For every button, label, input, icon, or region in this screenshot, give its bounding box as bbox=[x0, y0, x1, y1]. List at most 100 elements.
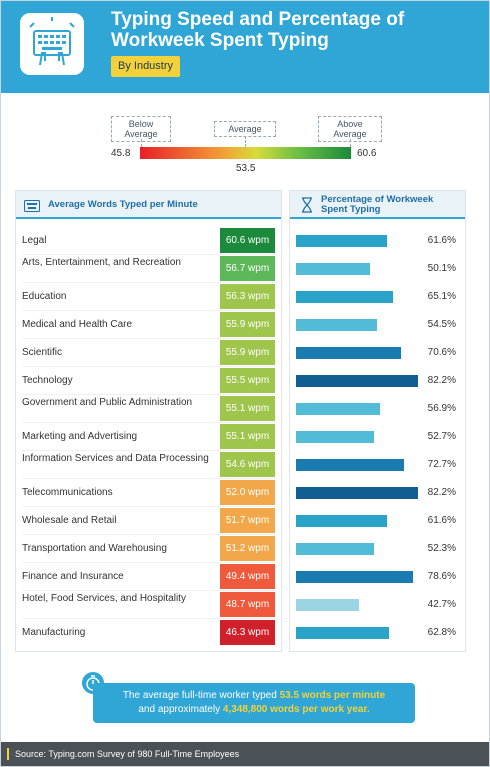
wpm-value-cell: 55.1 wpm bbox=[220, 424, 275, 449]
keyboard-hands-icon bbox=[20, 13, 84, 75]
industry-label: Wholesale and Retail bbox=[22, 515, 117, 526]
wpm-value-cell: 55.9 wpm bbox=[220, 340, 275, 365]
pct-value-label: 62.8% bbox=[427, 627, 456, 638]
industry-label: Transportation and Warehousing bbox=[22, 543, 167, 554]
wpm-value-cell: 46.3 wpm bbox=[220, 620, 275, 645]
industry-label: Education bbox=[22, 291, 67, 302]
row-divider bbox=[22, 254, 275, 255]
wpm-value-cell: 60.6 wpm bbox=[220, 228, 275, 253]
wpm-value-cell: 54.6 wpm bbox=[220, 452, 275, 477]
wpm-card-header: Average Words Typed per Minute bbox=[16, 191, 281, 219]
keyboard-icon bbox=[24, 199, 40, 217]
pct-bar bbox=[296, 375, 418, 387]
pct-bar bbox=[296, 235, 387, 247]
row-divider bbox=[22, 450, 275, 451]
wpm-value-cell: 48.7 wpm bbox=[220, 592, 275, 617]
pct-value-label: 61.6% bbox=[427, 235, 456, 246]
legend-below-label: Below Average bbox=[111, 116, 171, 142]
pct-value-label: 70.6% bbox=[427, 347, 456, 358]
legend-above-label: Above Average bbox=[318, 116, 382, 142]
pct-bar bbox=[296, 571, 413, 583]
legend-tick-below bbox=[141, 139, 142, 147]
pct-bar bbox=[296, 319, 377, 331]
callout-text-2: and approximately bbox=[138, 704, 223, 715]
pct-bar bbox=[296, 487, 418, 499]
legend-max: 60.6 bbox=[357, 148, 377, 159]
pct-value-label: 61.6% bbox=[427, 515, 456, 526]
wpm-value-cell: 51.2 wpm bbox=[220, 536, 275, 561]
pct-value-label: 82.2% bbox=[427, 487, 456, 498]
subtitle-badge: By Industry bbox=[111, 56, 181, 77]
industry-label: Hotel, Food Services, and Hospitality bbox=[22, 593, 186, 604]
pct-bar bbox=[296, 599, 359, 611]
wpm-value-cell: 49.4 wpm bbox=[220, 564, 275, 589]
legend-min: 45.8 bbox=[111, 148, 131, 159]
row-divider bbox=[22, 422, 275, 423]
row-divider bbox=[22, 562, 275, 563]
row-divider bbox=[22, 282, 275, 283]
row-divider bbox=[22, 506, 275, 507]
row-divider bbox=[22, 590, 275, 591]
pct-bar bbox=[296, 291, 393, 303]
row-divider bbox=[22, 534, 275, 535]
industry-label: Medical and Health Care bbox=[22, 319, 133, 330]
row-divider bbox=[22, 478, 275, 479]
pct-value-label: 82.2% bbox=[427, 375, 456, 386]
row-divider bbox=[22, 618, 275, 619]
pct-bar bbox=[296, 515, 387, 527]
pct-value-label: 65.1% bbox=[427, 291, 456, 302]
callout-text: The average full-time worker typed 53.5 … bbox=[93, 689, 415, 717]
callout-text-1: The average full-time worker typed bbox=[122, 690, 280, 701]
wpm-value-cell: 55.1 wpm bbox=[220, 396, 275, 421]
row-divider bbox=[22, 310, 275, 311]
pct-value-label: 78.6% bbox=[427, 571, 456, 582]
pct-bar bbox=[296, 263, 370, 275]
color-scale-legend: Below Average Average Above Average 45.8… bbox=[0, 110, 490, 180]
pct-bar bbox=[296, 347, 401, 359]
pct-bar bbox=[296, 459, 404, 471]
pct-value-label: 52.3% bbox=[427, 543, 456, 554]
row-divider bbox=[22, 338, 275, 339]
pct-bar bbox=[296, 543, 374, 555]
pct-bar bbox=[296, 627, 389, 639]
wpm-value-cell: 56.3 wpm bbox=[220, 284, 275, 309]
legend-gradient-bar bbox=[140, 147, 351, 159]
pct-value-label: 52.7% bbox=[427, 431, 456, 442]
legend-average-label: Average bbox=[214, 121, 276, 137]
page-title: Typing Speed and Percentage of Workweek … bbox=[111, 9, 405, 51]
footer: Source: Typing.com Survey of 980 Full-Ti… bbox=[1, 742, 489, 766]
industry-label: Legal bbox=[22, 235, 47, 246]
legend-mid: 53.5 bbox=[236, 163, 256, 174]
wpm-value-cell: 55.9 wpm bbox=[220, 312, 275, 337]
industry-label: Marketing and Advertising bbox=[22, 431, 138, 442]
industry-label: Information Services and Data Processing bbox=[22, 453, 209, 464]
industry-label: Scientific bbox=[22, 347, 63, 358]
row-divider bbox=[22, 394, 275, 395]
wpm-value-cell: 55.5 wpm bbox=[220, 368, 275, 393]
callout-highlight-wpm: 53.5 words per minute bbox=[279, 690, 386, 701]
footer-accent bbox=[7, 748, 9, 760]
industry-label: Manufacturing bbox=[22, 627, 86, 638]
industry-label: Finance and Insurance bbox=[22, 571, 124, 582]
pct-value-label: 56.9% bbox=[427, 403, 456, 414]
callout-highlight-words: 4,348,800 words per work year. bbox=[222, 704, 370, 715]
pct-bar bbox=[296, 403, 380, 415]
wpm-value-cell: 51.7 wpm bbox=[220, 508, 275, 533]
industry-label: Arts, Entertainment, and Recreation bbox=[22, 257, 181, 268]
industry-label: Technology bbox=[22, 375, 73, 386]
wpm-value-cell: 56.7 wpm bbox=[220, 256, 275, 281]
pct-value-label: 54.5% bbox=[427, 319, 456, 330]
header-banner: Typing Speed and Percentage of Workweek … bbox=[1, 1, 489, 93]
legend-tick-above bbox=[350, 139, 351, 147]
row-divider bbox=[22, 366, 275, 367]
hourglass-icon bbox=[301, 197, 313, 218]
industry-label: Government and Public Administration bbox=[22, 397, 193, 408]
pct-value-label: 50.1% bbox=[427, 263, 456, 274]
pct-value-label: 42.7% bbox=[427, 599, 456, 610]
wpm-card-heading: Average Words Typed per Minute bbox=[48, 199, 198, 210]
pct-card-heading: Percentage of Workweek Spent Typing bbox=[321, 194, 434, 215]
pct-value-label: 72.7% bbox=[427, 459, 456, 470]
wpm-value-cell: 52.0 wpm bbox=[220, 480, 275, 505]
pct-card-header: Percentage of Workweek Spent Typing bbox=[290, 191, 465, 219]
pct-bar bbox=[296, 431, 374, 443]
